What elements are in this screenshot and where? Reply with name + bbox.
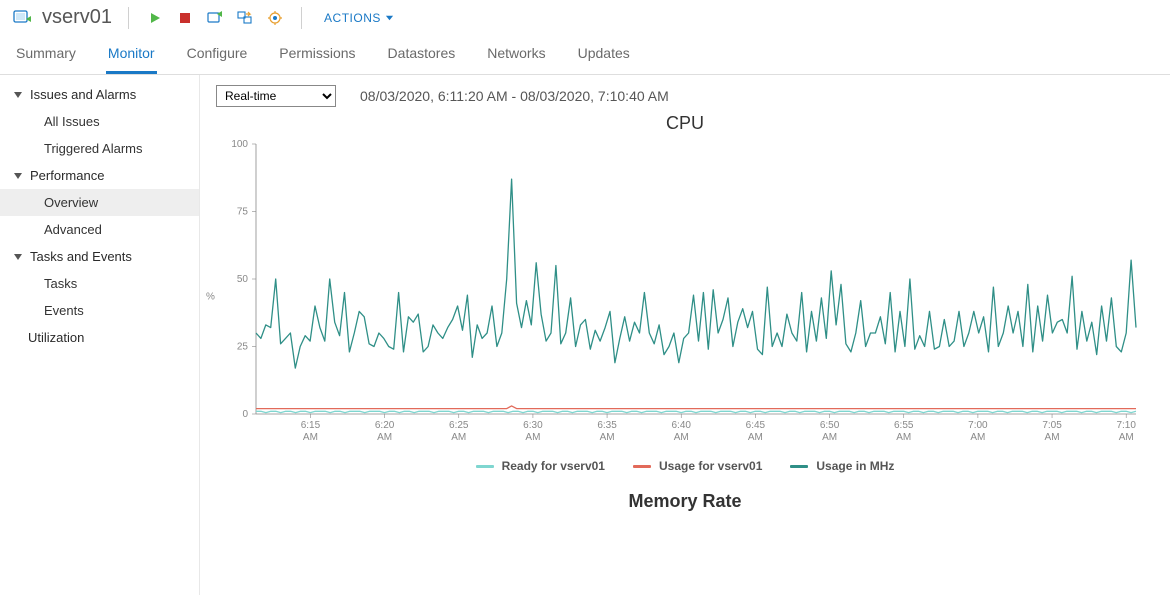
svg-text:AM: AM bbox=[1045, 432, 1060, 443]
svg-text:AM: AM bbox=[303, 432, 318, 443]
cpu-y-axis-symbol: % bbox=[206, 291, 226, 302]
chevron-down-icon bbox=[385, 13, 394, 22]
svg-text:6:20: 6:20 bbox=[375, 420, 395, 431]
body: Issues and Alarms All IssuesTriggered Ala… bbox=[0, 75, 1170, 595]
migrate-icon[interactable] bbox=[235, 8, 255, 28]
svg-text:6:25: 6:25 bbox=[449, 420, 469, 431]
svg-text:75: 75 bbox=[237, 207, 249, 218]
time-range-select[interactable]: Real-time bbox=[216, 85, 336, 107]
cpu-chart: % 02550751006:15AM6:20AM6:25AM6:30AM6:35… bbox=[216, 140, 1156, 453]
svg-text:AM: AM bbox=[451, 432, 466, 443]
divider bbox=[128, 7, 129, 29]
legend-item: Usage for vserv01 bbox=[633, 459, 762, 473]
legend-item: Usage in MHz bbox=[790, 459, 894, 473]
power-on-icon[interactable] bbox=[145, 8, 165, 28]
svg-text:7:05: 7:05 bbox=[1042, 420, 1062, 431]
tree-item[interactable]: Overview bbox=[0, 189, 199, 216]
tree-group-label: Issues and Alarms bbox=[30, 87, 136, 102]
cpu-chart-title: CPU bbox=[216, 113, 1154, 134]
actions-label: ACTIONS bbox=[324, 11, 381, 25]
tree-item-utilization[interactable]: Utilization bbox=[0, 324, 199, 351]
tab-summary[interactable]: Summary bbox=[14, 39, 78, 74]
caret-down-icon bbox=[14, 92, 22, 98]
tree-item[interactable]: Tasks bbox=[0, 270, 199, 297]
content: Real-time 08/03/2020, 6:11:20 AM - 08/03… bbox=[200, 75, 1170, 595]
tree-group-label: Tasks and Events bbox=[30, 249, 132, 264]
cpu-legend: Ready for vserv01 Usage for vserv01 Usage … bbox=[216, 459, 1154, 473]
svg-text:6:45: 6:45 bbox=[746, 420, 766, 431]
legend-swatch bbox=[790, 465, 808, 468]
svg-text:AM: AM bbox=[970, 432, 985, 443]
svg-text:6:30: 6:30 bbox=[523, 420, 543, 431]
svg-text:6:15: 6:15 bbox=[301, 420, 321, 431]
svg-text:AM: AM bbox=[896, 432, 911, 443]
legend-item: Ready for vserv01 bbox=[476, 459, 605, 473]
svg-text:25: 25 bbox=[237, 342, 249, 353]
tree-item[interactable]: Advanced bbox=[0, 216, 199, 243]
power-off-icon[interactable] bbox=[175, 8, 195, 28]
svg-text:AM: AM bbox=[1119, 432, 1134, 443]
tab-updates[interactable]: Updates bbox=[576, 39, 632, 74]
tab-permissions[interactable]: Permissions bbox=[277, 39, 357, 74]
svg-text:AM: AM bbox=[822, 432, 837, 443]
tree-group[interactable]: Issues and Alarms bbox=[0, 81, 199, 108]
svg-text:6:35: 6:35 bbox=[597, 420, 617, 431]
svg-text:AM: AM bbox=[600, 432, 615, 443]
actions-menu[interactable]: ACTIONS bbox=[324, 11, 394, 25]
title-bar: vserv01 ACTIONS bbox=[0, 0, 1170, 33]
tree-item[interactable]: All Issues bbox=[0, 108, 199, 135]
vm-icon bbox=[12, 8, 32, 28]
svg-text:6:50: 6:50 bbox=[820, 420, 840, 431]
sidebar: Issues and Alarms All IssuesTriggered Ala… bbox=[0, 75, 200, 595]
main-tabs: Summary Monitor Configure Permissions Datast… bbox=[0, 33, 1170, 75]
svg-text:AM: AM bbox=[748, 432, 763, 443]
caret-down-icon bbox=[14, 254, 22, 260]
svg-text:6:40: 6:40 bbox=[672, 420, 692, 431]
legend-swatch bbox=[633, 465, 651, 468]
launch-console-icon[interactable] bbox=[205, 8, 225, 28]
content-top: Real-time 08/03/2020, 6:11:20 AM - 08/03… bbox=[216, 85, 1154, 107]
svg-text:AM: AM bbox=[525, 432, 540, 443]
svg-text:AM: AM bbox=[377, 432, 392, 443]
legend-swatch bbox=[476, 465, 494, 468]
legend-label: Usage in MHz bbox=[816, 459, 894, 473]
cpu-chart-svg: 02550751006:15AM6:20AM6:25AM6:30AM6:35AM… bbox=[216, 140, 1156, 450]
memory-chart-title: Memory Rate bbox=[216, 491, 1154, 512]
legend-label: Ready for vserv01 bbox=[502, 459, 605, 473]
tree-group[interactable]: Tasks and Events bbox=[0, 243, 199, 270]
tree-item[interactable]: Triggered Alarms bbox=[0, 135, 199, 162]
tree-group-label: Performance bbox=[30, 168, 104, 183]
vm-name: vserv01 bbox=[42, 6, 112, 29]
time-range-text: 08/03/2020, 6:11:20 AM - 08/03/2020, 7:1… bbox=[360, 88, 669, 104]
snapshot-icon[interactable] bbox=[265, 8, 285, 28]
tab-monitor[interactable]: Monitor bbox=[106, 39, 157, 74]
caret-down-icon bbox=[14, 173, 22, 179]
svg-text:7:10: 7:10 bbox=[1116, 420, 1136, 431]
tree-item[interactable]: Events bbox=[0, 297, 199, 324]
divider bbox=[301, 7, 302, 29]
tab-configure[interactable]: Configure bbox=[185, 39, 250, 74]
svg-text:AM: AM bbox=[674, 432, 689, 443]
svg-text:6:55: 6:55 bbox=[894, 420, 914, 431]
svg-text:50: 50 bbox=[237, 274, 249, 285]
svg-text:100: 100 bbox=[231, 140, 248, 150]
svg-text:0: 0 bbox=[242, 409, 248, 420]
tab-networks[interactable]: Networks bbox=[485, 39, 547, 74]
tree-group[interactable]: Performance bbox=[0, 162, 199, 189]
svg-text:7:00: 7:00 bbox=[968, 420, 988, 431]
legend-label: Usage for vserv01 bbox=[659, 459, 762, 473]
tab-datastores[interactable]: Datastores bbox=[386, 39, 458, 74]
